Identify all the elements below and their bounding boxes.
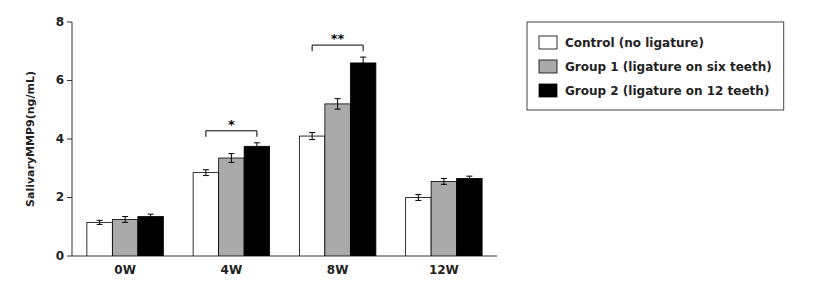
y-tick-label: 2 [56,190,64,204]
x-tick-label: 4W [221,263,243,277]
chart-svg: 02468SalivaryMMP9(ng/mL)0W4W8W12W***Cont… [0,0,827,296]
bar [431,181,457,256]
x-tick-label: 0W [114,263,136,277]
bar [193,173,219,256]
bar [350,63,376,256]
legend: Control (no ligature) Group 1 (ligature o… [527,22,784,110]
error-bar [203,170,209,176]
error-bar [309,133,315,140]
legend-swatch [539,84,557,97]
y-tick [67,139,72,140]
y-tick-label: 4 [56,132,64,146]
error-bar [360,57,366,69]
bars [87,57,482,256]
error-bar [415,195,421,201]
significance-label: ** [331,31,345,46]
y-tick [67,256,72,257]
y-tick [67,197,72,198]
error-bar [466,176,472,181]
x-axis: 0W 4W 8W 12W [72,256,497,277]
y-tick [67,22,72,23]
y-tick [67,80,72,81]
legend-label: Group 2 (ligature on 12 teeth) [565,84,769,98]
x-tick-label: 12W [429,263,459,277]
bar [87,222,113,256]
error-bar [228,154,234,163]
bar [325,104,351,256]
error-bar [97,220,103,224]
error-bar [148,214,154,219]
legend-swatch [539,60,557,73]
y-tick-label: 6 [56,73,64,87]
legend-frame [527,22,784,110]
error-bar [335,99,341,110]
error-bar [254,143,260,150]
legend-label: Group 1 (ligature on six teeth) [565,60,772,74]
error-bar [441,178,447,184]
y-axis-label: SalivaryMMP9(ng/mL) [24,71,37,207]
bar [299,136,325,256]
bar [219,158,245,256]
annotations: *** [206,31,363,137]
bar [138,217,164,256]
legend-swatch [539,36,557,49]
chart-container: 02468SalivaryMMP9(ng/mL)0W4W8W12W***Cont… [0,0,827,296]
y-axis: 0 2 4 6 8 SalivaryMMP9(ng/mL) [24,15,72,263]
bar [457,178,483,256]
bar [244,146,270,256]
y-tick-label: 8 [56,15,64,29]
significance-label: * [228,117,235,132]
x-tick-label: 8W [327,263,349,277]
legend-label: Control (no ligature) [565,36,704,50]
error-bar [122,217,128,223]
bar [406,198,432,257]
y-tick-label: 0 [56,249,64,263]
bar [112,219,138,256]
